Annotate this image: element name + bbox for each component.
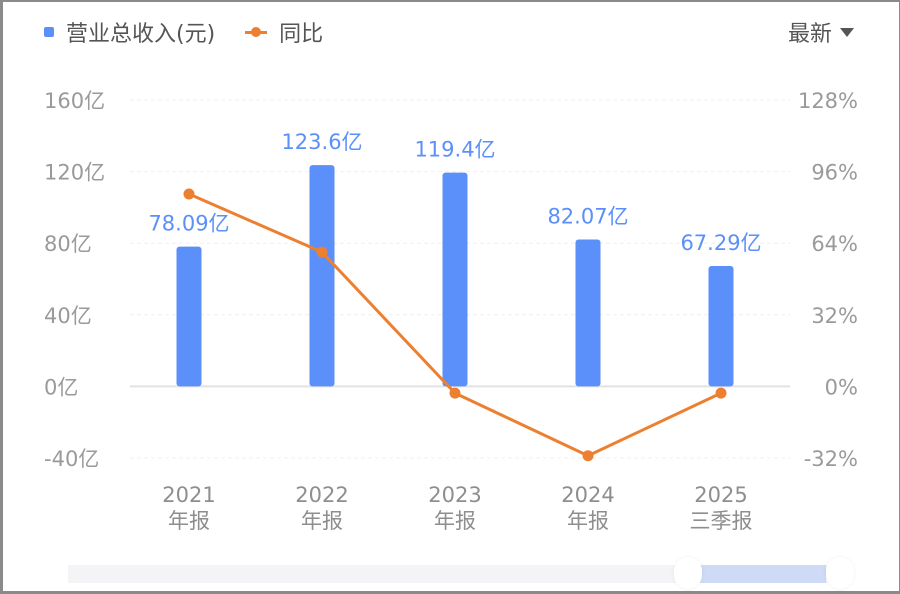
left-axis-tick: 0亿 xyxy=(44,375,78,399)
yoy-point[interactable] xyxy=(183,188,195,200)
revenue-bar[interactable] xyxy=(575,239,601,387)
x-tick-period: 年报 xyxy=(567,509,609,533)
bar-value-label: 119.4亿 xyxy=(414,138,495,162)
right-axis-tick: 128% xyxy=(798,89,858,113)
period-dropdown[interactable]: 最新 xyxy=(788,16,854,48)
revenue-bar[interactable] xyxy=(176,246,202,387)
left-y-axis: 160亿 120亿 80亿 40亿 0亿 -40亿 xyxy=(44,89,105,471)
bar-value-label: 123.6亿 xyxy=(281,130,362,154)
line-swatch-icon xyxy=(245,26,268,38)
x-tick-year: 2021 xyxy=(162,483,215,507)
zoom-scrollbar-track[interactable] xyxy=(68,565,838,583)
x-tick-year: 2023 xyxy=(428,483,481,507)
revenue-bar[interactable] xyxy=(309,165,335,387)
left-axis-tick: 40亿 xyxy=(44,304,92,328)
right-y-axis: 128% 96% 64% 32% 0% -32% xyxy=(798,89,858,471)
left-axis-tick: -40亿 xyxy=(44,447,99,471)
right-axis-tick: 64% xyxy=(811,232,858,256)
revenue-bar[interactable] xyxy=(708,265,734,387)
right-axis-tick: 32% xyxy=(811,304,858,328)
legend-item-yoy[interactable]: 同比 xyxy=(245,16,323,48)
x-tick-year: 2025 xyxy=(694,483,747,507)
yoy-point[interactable] xyxy=(449,387,461,399)
legend-item-revenue[interactable]: 营业总收入(元) xyxy=(44,16,215,48)
zoom-handle-right[interactable] xyxy=(826,557,854,589)
bar-value-label: 82.07亿 xyxy=(547,204,628,228)
left-axis-tick: 80亿 xyxy=(44,232,92,256)
bar-swatch-icon xyxy=(44,27,54,37)
left-axis-tick: 120亿 xyxy=(44,161,105,185)
zoom-handle-left[interactable] xyxy=(674,557,702,589)
x-tick-period: 年报 xyxy=(434,509,476,533)
bar-value-labels: 78.09亿 123.6亿 119.4亿 82.07亿 67.29亿 xyxy=(148,130,761,255)
right-axis-tick: -32% xyxy=(804,447,858,471)
legend-revenue-label: 营业总收入(元) xyxy=(66,22,216,47)
legend: 营业总收入(元) 同比 xyxy=(44,16,353,48)
caret-down-icon xyxy=(840,27,854,37)
x-tick-year: 2024 xyxy=(561,483,614,507)
x-tick-period: 年报 xyxy=(168,509,210,533)
x-tick-period: 年报 xyxy=(301,509,343,533)
revenue-bar[interactable] xyxy=(442,172,468,387)
yoy-point[interactable] xyxy=(715,387,727,399)
bar-value-label: 67.29亿 xyxy=(680,231,761,255)
right-axis-tick: 96% xyxy=(811,161,858,185)
revenue-bars xyxy=(176,165,734,387)
yoy-line xyxy=(183,188,727,462)
x-tick-period: 三季报 xyxy=(690,509,753,533)
right-axis-tick: 0% xyxy=(825,375,858,399)
legend-yoy-label: 同比 xyxy=(279,22,324,47)
bar-value-label: 78.09亿 xyxy=(148,212,229,236)
x-tick-year: 2022 xyxy=(295,483,348,507)
zoom-scrollbar-selection[interactable] xyxy=(688,565,826,583)
period-dropdown-label: 最新 xyxy=(787,22,832,47)
yoy-point[interactable] xyxy=(316,246,328,258)
left-axis-tick: 160亿 xyxy=(44,89,105,113)
yoy-point[interactable] xyxy=(582,450,594,462)
